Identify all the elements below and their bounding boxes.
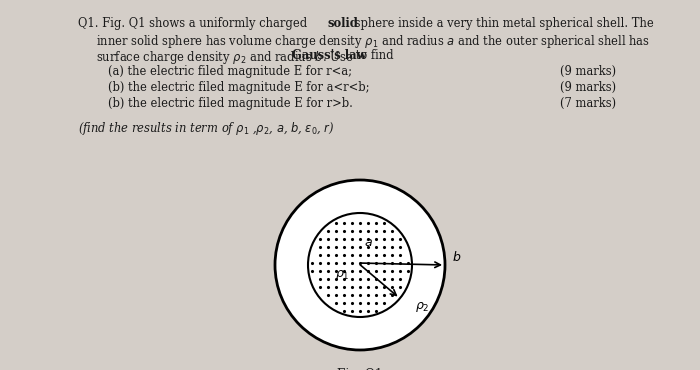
- Text: Fig. Q1: Fig. Q1: [337, 368, 383, 370]
- Text: (a) the electric filed magnitude E for r<a;: (a) the electric filed magnitude E for r…: [108, 65, 352, 78]
- Text: (7 marks): (7 marks): [560, 97, 616, 110]
- Text: inner solid sphere has volume charge density $\rho_1$ and radius $a$ and the out: inner solid sphere has volume charge den…: [96, 33, 650, 50]
- Text: solid: solid: [327, 17, 358, 30]
- Text: (b) the electric filed magnitude E for r>b.: (b) the electric filed magnitude E for r…: [108, 97, 353, 110]
- Text: $\rho_1$: $\rho_1$: [335, 268, 349, 282]
- Text: Q1. Fig. Q1 shows a uniformly charged: Q1. Fig. Q1 shows a uniformly charged: [78, 17, 311, 30]
- Circle shape: [308, 213, 412, 317]
- Text: sphere inside a very thin metal spherical shell. The: sphere inside a very thin metal spherica…: [351, 17, 654, 30]
- Text: (find the results in term of $\rho_1$ ,$\rho_2$, $a$, $b$, $\varepsilon_0$, $r$): (find the results in term of $\rho_1$ ,$…: [78, 120, 335, 137]
- Text: (b) the electric filed magnitude E for a<r<b;: (b) the electric filed magnitude E for a…: [108, 81, 370, 94]
- Text: surface charge density $\rho_2$ and radius $b$. Use: surface charge density $\rho_2$ and radi…: [96, 49, 354, 66]
- Circle shape: [275, 180, 445, 350]
- Text: $a$: $a$: [363, 236, 372, 249]
- Text: $b$: $b$: [452, 250, 462, 264]
- Text: (9 marks): (9 marks): [560, 81, 616, 94]
- Text: $\rho_2$: $\rho_2$: [414, 300, 429, 314]
- Text: to find: to find: [352, 49, 393, 62]
- Text: (9 marks): (9 marks): [560, 65, 616, 78]
- Text: Gauss's law: Gauss's law: [292, 49, 367, 62]
